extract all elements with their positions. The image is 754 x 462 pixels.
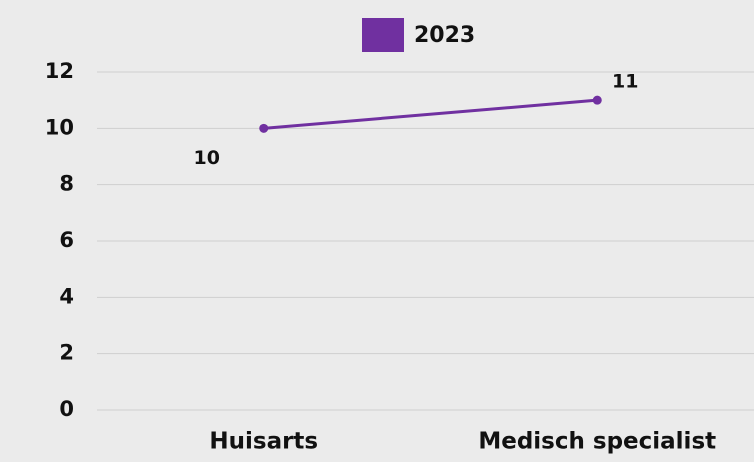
y-tick-label: 2 [59,341,74,365]
point [592,95,602,105]
y-tick-label: 4 [59,284,74,308]
y-tick-label: 0 [59,397,74,421]
line [263,98,598,130]
y-tick-label: 8 [59,172,74,196]
legend-label: 2023 [414,23,475,48]
data-label: 11 [612,71,638,93]
y-tick-label: 6 [59,228,74,252]
y-tick-label: 12 [45,59,74,83]
y-tick-label: 10 [45,115,74,139]
x-tick-label: Huisarts [209,429,318,455]
point [259,123,269,133]
data-label: 10 [194,147,220,169]
x-tick-label: Medisch specialist [478,429,716,455]
legend-swatch [362,18,404,52]
